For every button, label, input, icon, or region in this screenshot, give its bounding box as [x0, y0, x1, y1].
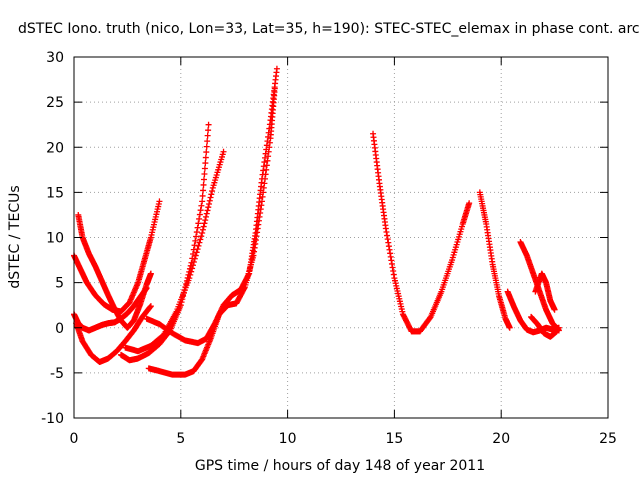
data-point-marker — [553, 328, 560, 335]
series-1 — [71, 198, 163, 315]
y-tick-label: 20 — [46, 140, 64, 156]
data-point-marker — [551, 306, 558, 313]
series-12 — [517, 239, 562, 334]
data-point-marker — [203, 149, 210, 156]
data-point-marker — [201, 171, 208, 178]
y-tick-layer: -10 -5 0 5 10 15 20 25 30 — [41, 50, 608, 427]
data-point-marker — [195, 220, 202, 227]
data-point-marker — [209, 188, 216, 195]
series-13 — [528, 313, 560, 340]
data-point-marker — [203, 210, 210, 217]
data-point-marker — [189, 265, 196, 272]
x-axis-label: GPS time / hours of day 148 of year 2011 — [195, 458, 485, 474]
data-point-marker — [202, 160, 209, 167]
series-14 — [532, 270, 558, 313]
data-point-marker — [195, 242, 202, 249]
chart-title: dSTEC Iono. truth (nico, Lon=33, Lat=35,… — [18, 21, 640, 37]
data-point-marker — [197, 236, 204, 243]
data-point-marker — [207, 194, 214, 201]
data-point-marker — [203, 143, 210, 150]
data-point-marker — [193, 249, 200, 256]
x-tick-label: 20 — [492, 431, 510, 447]
data-point-marker — [147, 303, 154, 310]
data-point-marker — [186, 275, 193, 282]
data-point-marker — [220, 148, 227, 155]
data-point-marker — [202, 154, 209, 161]
data-point-marker — [187, 271, 194, 278]
data-point-marker — [147, 270, 154, 277]
data-point-marker — [201, 220, 208, 227]
data-point-marker — [200, 187, 207, 194]
data-point-marker — [200, 176, 207, 183]
y-tick-label: 10 — [46, 231, 64, 247]
data-point-marker — [196, 211, 203, 218]
x-tick-label: 15 — [385, 431, 403, 447]
data-point-marker — [193, 229, 200, 236]
data-point-marker — [190, 262, 197, 269]
data-point-marker — [199, 198, 206, 205]
data-point-marker — [194, 224, 201, 231]
data-point-marker — [204, 207, 211, 214]
data-point-marker — [198, 233, 205, 240]
y-tick-label: 5 — [55, 276, 64, 292]
series-10 — [476, 189, 513, 331]
data-point-marker — [273, 65, 280, 72]
data-point-marker — [205, 121, 212, 128]
series-6 — [122, 148, 227, 355]
data-point-marker — [200, 181, 207, 188]
data-point-marker — [199, 192, 206, 199]
data-point-marker — [205, 204, 212, 211]
data-point-marker — [190, 258, 197, 265]
y-tick-label: 15 — [46, 185, 64, 201]
data-point-marker — [156, 198, 163, 205]
y-tick-label: 0 — [55, 321, 64, 337]
y-tick-label: -5 — [50, 366, 64, 382]
series-3 — [71, 285, 150, 334]
x-tick-label: 10 — [279, 431, 297, 447]
data-point-marker — [271, 85, 278, 92]
data-point-marker — [206, 200, 213, 207]
data-point-marker — [143, 285, 150, 292]
series-8 — [145, 85, 278, 378]
data-point-marker — [201, 165, 208, 172]
y-tick-label: -10 — [41, 411, 64, 427]
grid — [74, 57, 608, 418]
data-point-marker — [204, 132, 211, 139]
y-axis-label: dSTEC / TECUs — [7, 185, 23, 288]
data-point-marker — [197, 207, 204, 214]
data-point-marker — [196, 239, 203, 246]
data-point-marker — [191, 255, 198, 262]
data-point-marker — [202, 217, 209, 224]
data-point-marker — [192, 252, 199, 259]
x-tick-layer: 0 5 10 15 20 25 — [70, 57, 617, 447]
data-point-marker — [200, 223, 207, 230]
data-point-marker — [208, 191, 215, 198]
data-point-marker — [188, 268, 195, 275]
data-point-marker — [506, 324, 513, 331]
x-tick-label: 0 — [70, 431, 79, 447]
series-11 — [504, 288, 562, 336]
marker-layer — [71, 65, 562, 378]
y-tick-label: 30 — [46, 50, 64, 66]
data-point-marker — [206, 197, 213, 204]
x-tick-label: 5 — [176, 431, 185, 447]
data-point-marker — [199, 229, 206, 236]
data-point-marker — [204, 138, 211, 145]
data-point-marker — [194, 246, 201, 253]
series-4 — [73, 303, 154, 366]
data-point-marker — [202, 213, 209, 220]
series-9 — [370, 130, 473, 335]
data-point-marker — [466, 200, 473, 207]
x-tick-label: 25 — [599, 431, 617, 447]
data-point-marker — [193, 233, 200, 240]
data-point-marker — [199, 226, 206, 233]
data-point-marker — [192, 237, 199, 244]
data-point-marker — [198, 202, 205, 209]
y-tick-label: 25 — [46, 95, 64, 111]
data-point-marker — [205, 127, 212, 134]
data-point-marker — [196, 215, 203, 222]
